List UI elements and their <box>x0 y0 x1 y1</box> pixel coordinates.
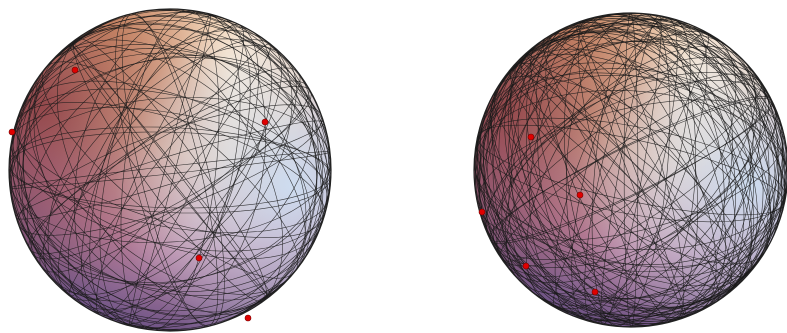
great-circle-curve <box>525 30 737 310</box>
great-circle-curve <box>489 96 773 244</box>
great-circle-curve <box>554 23 708 317</box>
great-circle-curve <box>73 38 267 302</box>
great-circle-curve <box>552 31 710 309</box>
red-sample-point <box>478 208 486 216</box>
great-circle-curve <box>526 21 736 319</box>
great-circle-curve <box>120 9 220 331</box>
great-circle-curve <box>496 73 766 267</box>
great-circle-curve <box>10 107 330 233</box>
great-circle-curve <box>520 49 742 291</box>
red-sample-point <box>527 133 535 141</box>
great-circle-curve <box>498 15 764 325</box>
great-circle-curve <box>99 12 241 328</box>
great-circle-curve <box>28 85 312 255</box>
great-circle-curve <box>571 17 691 323</box>
great-circle-curve <box>508 69 754 271</box>
great-circle-curve <box>474 68 787 272</box>
red-sample-point <box>8 128 16 136</box>
right-sphere-panel <box>473 12 787 328</box>
red-sample-point <box>576 191 584 199</box>
red-sample-point <box>71 66 79 74</box>
great-circle-curve <box>575 22 687 318</box>
great-circle-curve <box>542 37 720 303</box>
great-circle-curve <box>530 39 732 301</box>
great-circle-curve <box>22 9 318 331</box>
left-sphere-outline <box>8 8 332 332</box>
great-circle-curve <box>499 78 763 262</box>
great-circle-curve <box>565 13 697 327</box>
red-sample-point <box>261 118 269 126</box>
great-circle-curve <box>71 41 269 299</box>
great-circle-curve <box>509 62 753 278</box>
great-circle-curve <box>129 13 211 327</box>
great-circle-curve <box>482 18 780 322</box>
great-circle-curve <box>68 44 272 296</box>
great-circle-curve <box>477 124 785 216</box>
great-circle-curve <box>476 62 786 278</box>
great-circle-curve <box>478 38 784 302</box>
great-circle-curve <box>21 11 319 329</box>
great-circle-curve <box>15 120 325 220</box>
great-circle-curve <box>483 14 779 326</box>
great-circle-curve <box>9 57 331 283</box>
red-sample-point <box>244 314 252 322</box>
great-circle-curve <box>56 25 284 315</box>
great-circle-curve <box>89 15 251 325</box>
left-sphere-panel <box>8 8 332 332</box>
great-circle-curve <box>507 26 755 314</box>
great-circle-curve <box>17 104 323 236</box>
great-circle-curve <box>510 13 752 327</box>
great-circle-curve <box>115 13 225 327</box>
red-sample-point <box>591 288 599 296</box>
great-circle-curve <box>81 20 259 320</box>
great-circle-curve <box>9 151 331 189</box>
great-circle-curve <box>600 15 662 325</box>
great-circle-curve <box>489 98 773 242</box>
great-circle-curve <box>584 16 678 324</box>
great-circle-curve <box>73 10 267 330</box>
red-sample-point <box>522 262 530 270</box>
right-sphere-outline <box>473 12 787 328</box>
great-circle-curve <box>14 102 326 238</box>
great-circle-curve <box>474 24 787 316</box>
great-circle-curve <box>39 67 301 273</box>
great-circle-curve <box>474 89 787 251</box>
great-circle-curve <box>9 52 331 288</box>
great-circle-curve <box>476 117 786 223</box>
great-circle-curve <box>68 43 272 297</box>
great-circle-curve <box>58 39 282 301</box>
great-circle-curve <box>536 22 726 318</box>
great-circle-curve <box>476 72 786 268</box>
red-sample-point <box>195 254 203 262</box>
great-circle-curve <box>9 131 331 209</box>
great-circle-curve <box>485 80 777 260</box>
great-circle-curve <box>23 9 317 331</box>
great-circle-curve <box>577 18 685 322</box>
great-circle-curve <box>474 40 787 300</box>
great-circle-curve <box>30 80 310 260</box>
great-circle-curve <box>517 19 745 321</box>
